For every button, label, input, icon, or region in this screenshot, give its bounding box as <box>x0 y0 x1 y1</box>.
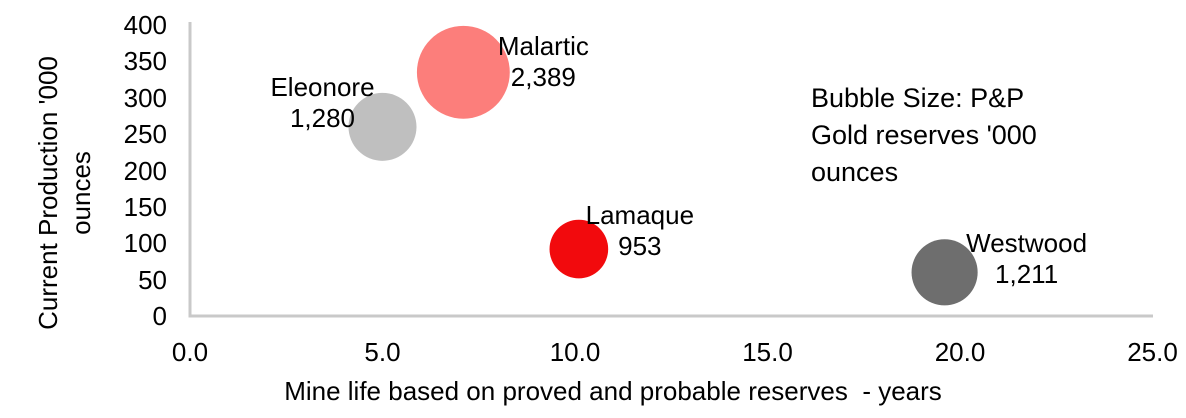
x-tick-label-5: 5.0 <box>364 337 401 367</box>
bubble-label-westwood: Westwood 1,211 <box>917 228 1137 290</box>
bubble-lamaque <box>549 219 609 279</box>
y-tick-label-250: 250 <box>123 119 167 150</box>
bubble-label-malartic: Malartic 2,389 <box>433 31 653 93</box>
y-tick-label-0: 0 <box>152 301 167 331</box>
bubble-size-legend-line3: ounces <box>811 157 899 187</box>
bubble-westwood <box>911 239 978 306</box>
bubble-label-value: 2,389 <box>510 62 576 93</box>
x-tick-label-15: 15.0 <box>742 337 793 367</box>
y-tick-label-50: 50 <box>138 264 167 295</box>
bubble-size-legend-line1: Bubble Size: P&P <box>811 83 1025 113</box>
bubble-size-legend: Bubble Size: P&P Gold reserves '000 ounc… <box>811 80 1037 191</box>
x-tick-label-25: 25.0 <box>1127 337 1178 367</box>
y-axis-title-line1: Current Production '000 <box>33 56 63 330</box>
bubble-eleonore <box>348 92 417 161</box>
y-tick-label-400: 400 <box>123 10 167 40</box>
y-tick-label-200: 200 <box>123 155 167 186</box>
y-tick-label-350: 350 <box>123 46 167 77</box>
bubble-label-name: Malartic <box>497 31 589 62</box>
bubble-label-name: Eleonore <box>270 71 375 102</box>
bubble-label-value: 953 <box>618 231 662 262</box>
y-tick-label-100: 100 <box>123 228 167 259</box>
bubble-label-lamaque: Lamaque 953 <box>530 200 750 262</box>
x-axis-title: Mine life based on proved and probable r… <box>284 376 942 406</box>
x-tick-label-10: 10.0 <box>549 337 601 367</box>
x-tick-label-0: 0.0 <box>171 337 209 367</box>
x-tick-label-20: 20.0 <box>934 337 986 367</box>
bubble-label-value: 1,280 <box>289 102 356 133</box>
bubble-malartic <box>416 25 510 119</box>
y-tick-label-150: 150 <box>123 191 167 222</box>
bubble-label-eleonore: Eleonore 1,280 <box>213 72 433 134</box>
bubble-label-name: Westwood <box>966 228 1088 259</box>
bubble-size-legend-line2: Gold reserves '000 <box>811 120 1037 150</box>
bubble-label-name: Lamaque <box>585 200 695 231</box>
bubble-label-value: 1,211 <box>995 259 1059 290</box>
y-tick-label-300: 300 <box>123 82 167 113</box>
